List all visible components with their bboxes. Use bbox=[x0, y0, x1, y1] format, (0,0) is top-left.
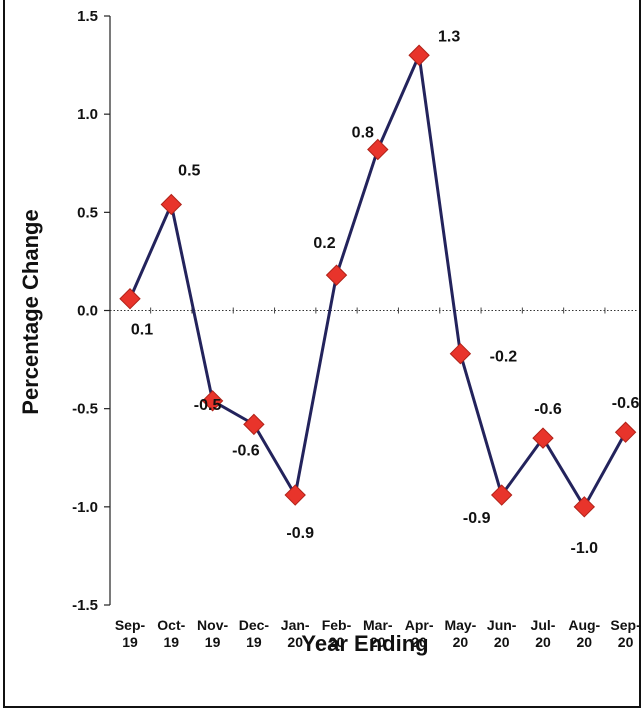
x-category-label-line1: Jan- bbox=[281, 617, 310, 633]
x-category-label-line2: 19 bbox=[122, 634, 138, 650]
x-category-label-line2: 20 bbox=[370, 634, 386, 650]
data-point-marker bbox=[243, 413, 265, 436]
data-label: -1.0 bbox=[571, 540, 599, 557]
data-point-marker bbox=[160, 193, 183, 216]
x-category-label-line1: Jun- bbox=[487, 617, 517, 633]
data-point-marker bbox=[532, 427, 554, 449]
data-point-marker bbox=[408, 44, 430, 66]
data-label: 0.2 bbox=[313, 235, 335, 252]
x-category-label-line1: Nov- bbox=[197, 617, 228, 633]
data-point-marker bbox=[367, 138, 389, 161]
x-category-label-line2: 20 bbox=[535, 634, 551, 650]
x-category-label-line1: Dec- bbox=[239, 617, 270, 633]
y-tick-label: 0.5 bbox=[77, 204, 98, 221]
x-category-label-line1: Jul- bbox=[531, 617, 556, 633]
x-category-label-line2: 20 bbox=[287, 634, 303, 650]
y-ticks: 1.5 1.0 0.5 0.0 -0.5 -1.0 -1.5 bbox=[72, 8, 110, 614]
data-label: -0.5 bbox=[194, 397, 222, 414]
axes bbox=[109, 16, 637, 605]
y-tick-label: -0.5 bbox=[72, 401, 98, 418]
data-point-marker bbox=[449, 342, 472, 365]
x-category-label-line2: 20 bbox=[329, 634, 345, 650]
data-label: 1.3 bbox=[438, 28, 460, 45]
x-category-label-line1: Apr- bbox=[405, 617, 434, 633]
data-point-marker bbox=[201, 390, 224, 412]
data-label: -0.6 bbox=[612, 395, 640, 412]
data-point-marker bbox=[284, 484, 306, 506]
x-category-label-line2: 19 bbox=[205, 634, 221, 650]
series bbox=[119, 44, 637, 518]
data-point-marker bbox=[573, 496, 596, 518]
y-axis-title: Percentage Change bbox=[18, 209, 43, 414]
x-category-label-line1: Oct- bbox=[157, 617, 185, 633]
y-tick-label: 1.0 bbox=[77, 106, 98, 123]
data-labels: 0.1 0.5 -0.5 -0.6 -0.9 0.2 0.8 1.3 -0.2 -0.9 -0.6 -… bbox=[131, 28, 640, 557]
data-point-marker bbox=[325, 264, 348, 286]
x-category-label-line2: 20 bbox=[453, 634, 469, 650]
data-label: -0.6 bbox=[534, 401, 562, 418]
data-point-marker bbox=[490, 484, 513, 506]
x-category-label-line2: 20 bbox=[494, 634, 510, 650]
x-category-label-line2: 19 bbox=[164, 634, 180, 650]
data-label: 0.5 bbox=[178, 162, 200, 179]
x-category-label-line2: 19 bbox=[246, 634, 262, 650]
x-category-label-line1: Aug- bbox=[568, 617, 600, 633]
data-label: -0.6 bbox=[232, 442, 260, 459]
x-category-label-line1: Mar- bbox=[363, 617, 393, 633]
data-point-marker bbox=[119, 288, 141, 310]
x-category-label-line1: Feb- bbox=[322, 617, 352, 633]
data-label: -0.2 bbox=[490, 349, 518, 366]
x-category-label-line1: Sep- bbox=[610, 617, 641, 633]
x-category-label-line2: 20 bbox=[618, 634, 634, 650]
x-category-label-line2: 20 bbox=[577, 634, 593, 650]
y-tick-label: 1.5 bbox=[77, 8, 98, 25]
data-label: -0.9 bbox=[463, 510, 491, 527]
data-label: -0.9 bbox=[286, 525, 314, 542]
x-category-label-line2: 20 bbox=[411, 634, 427, 650]
x-axis-title: Year Ending bbox=[301, 631, 428, 656]
x-category-label-line1: Sep- bbox=[115, 617, 146, 633]
data-label: 0.8 bbox=[352, 125, 374, 142]
y-tick-label: -1.5 bbox=[72, 597, 98, 614]
data-point-marker bbox=[614, 421, 637, 443]
x-category-label-line1: May- bbox=[444, 617, 476, 633]
x-category-labels: Sep-19Oct-19Nov-19Dec-19Jan-20Feb-20Mar-… bbox=[115, 617, 641, 650]
data-label: 0.1 bbox=[131, 322, 153, 339]
y-tick-label: 0.0 bbox=[77, 303, 98, 320]
y-tick-label: -1.0 bbox=[72, 499, 98, 516]
